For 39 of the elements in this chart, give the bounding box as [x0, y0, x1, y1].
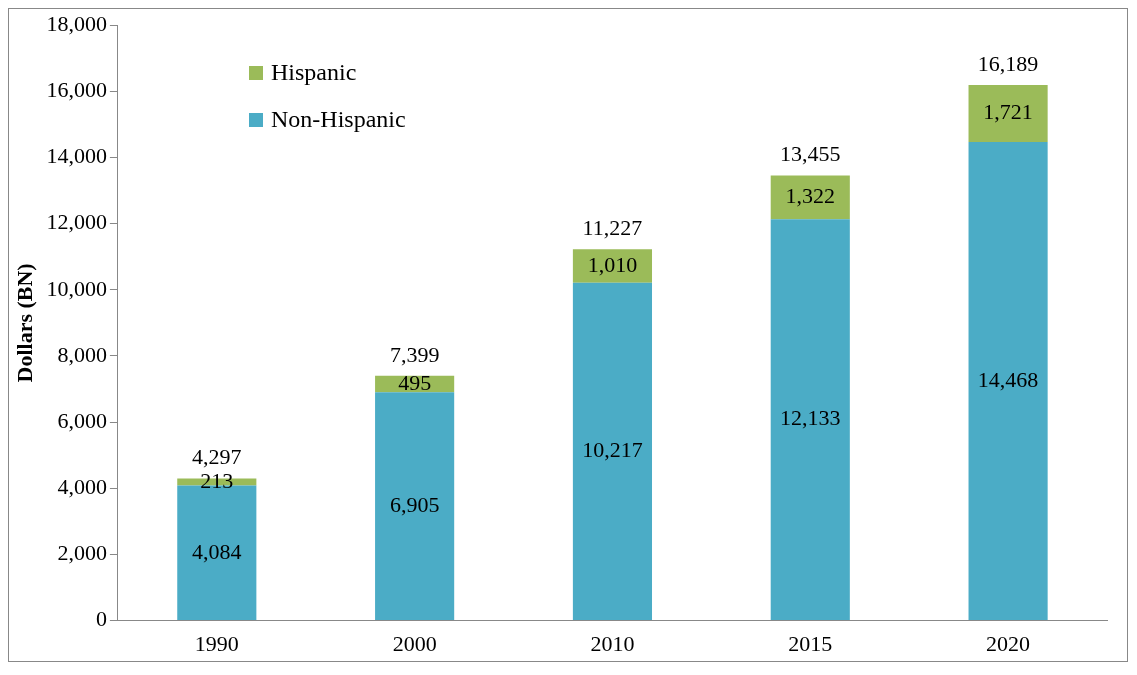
y-tick-label: 0	[95, 606, 107, 632]
legend-label: Hispanic	[271, 59, 357, 86]
total-label: 16,189	[977, 50, 1039, 76]
total-label: 4,297	[192, 444, 242, 470]
x-tick-label: 2010	[590, 630, 635, 656]
y-tick-label: 12,000	[46, 209, 107, 235]
y-tick-label: 6,000	[57, 407, 107, 433]
data-label: 1,010	[587, 251, 638, 277]
bar	[770, 219, 850, 621]
total-label: 7,399	[389, 341, 440, 367]
x-tick-label: 2000	[392, 630, 437, 656]
y-tick-label: 2,000	[57, 540, 107, 566]
bar	[770, 175, 850, 220]
data-label: 1,721	[983, 99, 1033, 125]
bar	[375, 392, 455, 621]
y-tick-label: 16,000	[46, 77, 107, 103]
y-tick-label: 10,000	[46, 275, 107, 301]
data-label: 12,133	[780, 405, 841, 431]
data-label: 495	[398, 369, 432, 395]
y-tick-label: 8,000	[57, 341, 107, 367]
x-tick-label: 2015	[788, 630, 833, 656]
data-label: 14,468	[977, 366, 1039, 392]
y-tick-label: 18,000	[46, 10, 107, 36]
data-label: 1,322	[785, 183, 836, 209]
x-tick-label: 1990	[194, 630, 239, 656]
legend-label: Non-Hispanic	[271, 106, 406, 133]
x-tick-label: 2020	[986, 630, 1031, 656]
y-tick-label: 4,000	[57, 474, 107, 500]
total-label: 11,227	[582, 215, 643, 241]
bar	[968, 142, 1048, 621]
total-label: 13,455	[780, 141, 841, 167]
y-axis-title: Dollars (BN)	[11, 263, 37, 383]
bar	[572, 282, 653, 621]
data-label: 4,084	[192, 538, 242, 564]
data-label: 10,217	[582, 437, 643, 463]
data-label: 6,905	[389, 491, 440, 517]
bar	[968, 85, 1048, 143]
bar	[572, 249, 653, 283]
y-tick-label: 14,000	[46, 143, 107, 169]
